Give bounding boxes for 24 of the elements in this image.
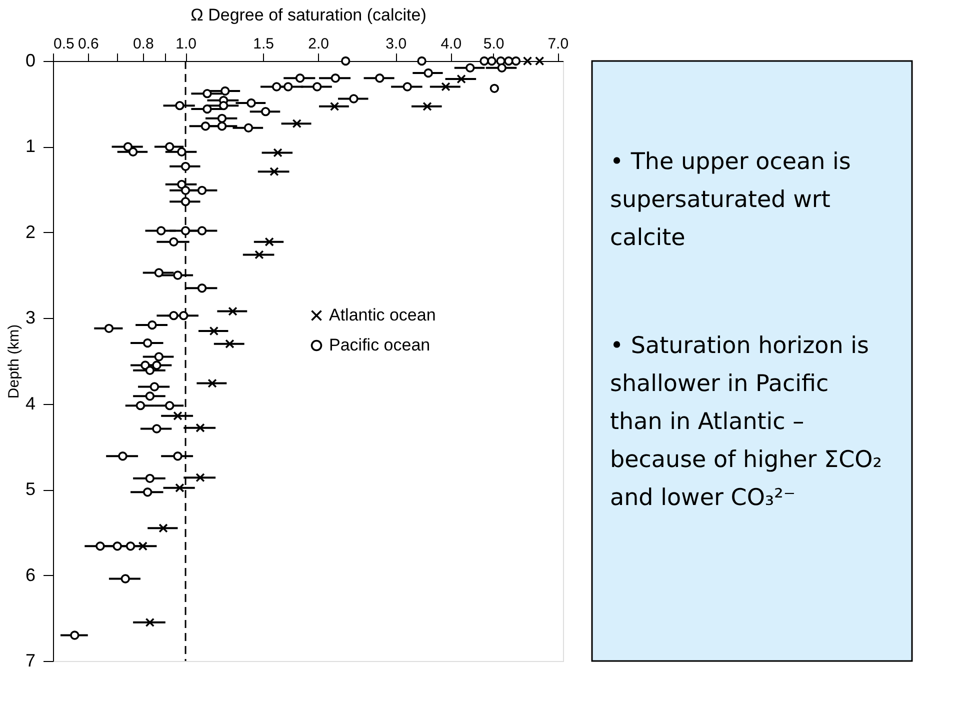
x-tick-label: 2.0	[308, 36, 330, 52]
text: • Saturation horizon is shallower in Pacific than in Atlantic – because of higher ΣCO₂ and lower CO₃²⁻	[610, 333, 882, 511]
x-tick-label: 7.0	[548, 36, 569, 52]
y-tick-label: 0	[25, 50, 36, 70]
y-tick-label: 7	[25, 650, 36, 670]
x-tick-label: 4.0	[440, 36, 462, 52]
x-tick-label: 0.8	[132, 36, 154, 52]
y-tick-label: 5	[25, 479, 36, 500]
x-tick-label: 0.6	[78, 36, 99, 52]
y-tick-label: 2	[25, 222, 36, 242]
x-tick-label: 1.0	[176, 36, 196, 52]
y-axis-title: Depth (km)	[5, 324, 22, 399]
x-tick-label: 3.0	[386, 36, 407, 52]
legend-label: Pacific ocean	[329, 336, 430, 354]
x-tick-label: 0.5	[54, 36, 74, 52]
x-tick-label: 5.0	[483, 36, 504, 52]
y-tick-label: 6	[25, 564, 36, 585]
text: • The upper ocean is supersaturated wrt calcite	[610, 149, 851, 251]
x-axis-title: Ω Degree of saturation (calcite)	[190, 6, 426, 24]
x-tick-label: 1.5	[253, 36, 274, 52]
y-tick-label: 3	[25, 308, 36, 328]
legend-label: Atlantic ocean	[329, 306, 436, 324]
y-tick-label: 1	[25, 136, 36, 156]
y-tick-label: 4	[25, 393, 36, 414]
